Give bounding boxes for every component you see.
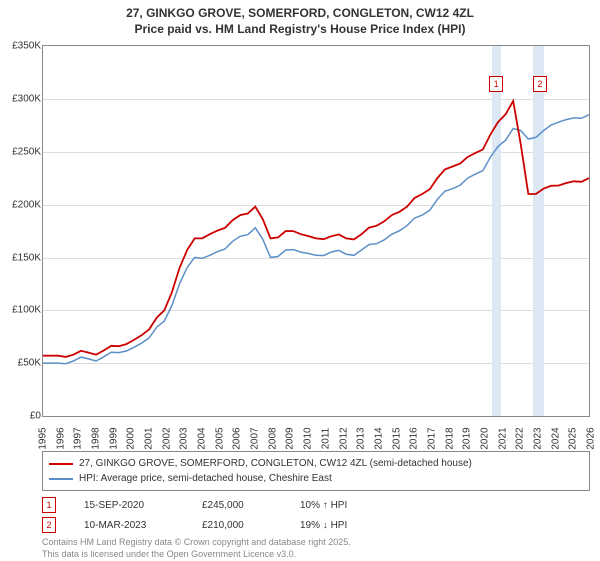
title-line-2: Price paid vs. HM Land Registry's House … bbox=[0, 22, 600, 38]
legend-item-hpi: HPI: Average price, semi-detached house,… bbox=[49, 471, 583, 486]
y-axis-label: £200K bbox=[1, 199, 41, 210]
x-axis-label: 1997 bbox=[73, 424, 84, 454]
transaction-marker: 1 bbox=[42, 497, 56, 513]
x-axis-label: 2006 bbox=[232, 424, 243, 454]
x-axis-label: 2017 bbox=[426, 424, 437, 454]
x-axis-label: 2025 bbox=[568, 424, 579, 454]
legend-label-hpi: HPI: Average price, semi-detached house,… bbox=[79, 471, 332, 486]
copyright-line-1: Contains HM Land Registry data © Crown c… bbox=[42, 537, 590, 549]
transaction-price: £210,000 bbox=[202, 520, 272, 531]
x-axis-label: 2020 bbox=[479, 424, 490, 454]
x-axis-label: 2004 bbox=[197, 424, 208, 454]
x-axis-label: 2005 bbox=[214, 424, 225, 454]
x-axis-label: 1999 bbox=[108, 424, 119, 454]
transaction-date: 10-MAR-2023 bbox=[84, 520, 174, 531]
chart-container: 27, GINKGO GROVE, SOMERFORD, CONGLETON, … bbox=[0, 0, 600, 560]
x-axis-label: 2012 bbox=[338, 424, 349, 454]
x-axis-label: 2010 bbox=[303, 424, 314, 454]
x-axis-label: 2019 bbox=[462, 424, 473, 454]
y-axis-label: £50K bbox=[1, 358, 41, 369]
x-axis-label: 2026 bbox=[586, 424, 597, 454]
line-chart-svg bbox=[43, 46, 589, 416]
transaction-marker: 2 bbox=[42, 517, 56, 533]
x-axis-label: 2022 bbox=[515, 424, 526, 454]
x-axis-label: 1995 bbox=[38, 424, 49, 454]
x-axis-label: 2011 bbox=[320, 424, 331, 454]
legend-swatch-hpi bbox=[49, 478, 73, 480]
legend-item-property: 27, GINKGO GROVE, SOMERFORD, CONGLETON, … bbox=[49, 456, 583, 471]
legend-swatch-property bbox=[49, 463, 73, 465]
property-line bbox=[43, 101, 589, 357]
legend-label-property: 27, GINKGO GROVE, SOMERFORD, CONGLETON, … bbox=[79, 456, 472, 471]
y-axis-label: £350K bbox=[1, 41, 41, 52]
y-axis-label: £300K bbox=[1, 94, 41, 105]
x-axis-label: 2024 bbox=[550, 424, 561, 454]
y-axis-label: £150K bbox=[1, 252, 41, 263]
y-axis-label: £250K bbox=[1, 146, 41, 157]
x-axis-label: 2013 bbox=[356, 424, 367, 454]
transaction-row: 1 15-SEP-2020 £245,000 10% ↑ HPI bbox=[42, 497, 590, 513]
x-axis-label: 2002 bbox=[161, 424, 172, 454]
y-axis-label: £0 bbox=[1, 411, 41, 422]
x-axis-label: 2007 bbox=[250, 424, 261, 454]
x-axis-label: 1996 bbox=[55, 424, 66, 454]
x-axis-label: 2000 bbox=[126, 424, 137, 454]
x-axis-label: 2023 bbox=[532, 424, 543, 454]
x-axis-label: 2016 bbox=[409, 424, 420, 454]
transactions-table: 1 15-SEP-2020 £245,000 10% ↑ HPI 2 10-MA… bbox=[42, 497, 590, 533]
x-axis-label: 1998 bbox=[91, 424, 102, 454]
transaction-date: 15-SEP-2020 bbox=[84, 500, 174, 511]
transaction-diff: 19% ↓ HPI bbox=[300, 520, 380, 531]
copyright-notice: Contains HM Land Registry data © Crown c… bbox=[42, 537, 590, 560]
transaction-diff: 10% ↑ HPI bbox=[300, 500, 380, 511]
transaction-row: 2 10-MAR-2023 £210,000 19% ↓ HPI bbox=[42, 517, 590, 533]
x-axis-label: 2021 bbox=[497, 424, 508, 454]
chart-marker-1: 1 bbox=[489, 76, 503, 92]
x-axis-label: 2015 bbox=[391, 424, 402, 454]
x-axis-label: 2018 bbox=[444, 424, 455, 454]
x-axis-label: 2001 bbox=[144, 424, 155, 454]
transaction-price: £245,000 bbox=[202, 500, 272, 511]
chart-title: 27, GINKGO GROVE, SOMERFORD, CONGLETON, … bbox=[0, 0, 600, 37]
title-line-1: 27, GINKGO GROVE, SOMERFORD, CONGLETON, … bbox=[0, 6, 600, 22]
chart-marker-2: 2 bbox=[533, 76, 547, 92]
x-axis-label: 2014 bbox=[373, 424, 384, 454]
y-axis-label: £100K bbox=[1, 305, 41, 316]
x-axis-label: 2008 bbox=[267, 424, 278, 454]
plot-area: £0£50K£100K£150K£200K£250K£300K£350K1995… bbox=[42, 45, 590, 417]
x-axis-label: 2009 bbox=[285, 424, 296, 454]
x-axis-label: 2003 bbox=[179, 424, 190, 454]
copyright-line-2: This data is licensed under the Open Gov… bbox=[42, 549, 590, 561]
legend-box: 27, GINKGO GROVE, SOMERFORD, CONGLETON, … bbox=[42, 451, 590, 491]
